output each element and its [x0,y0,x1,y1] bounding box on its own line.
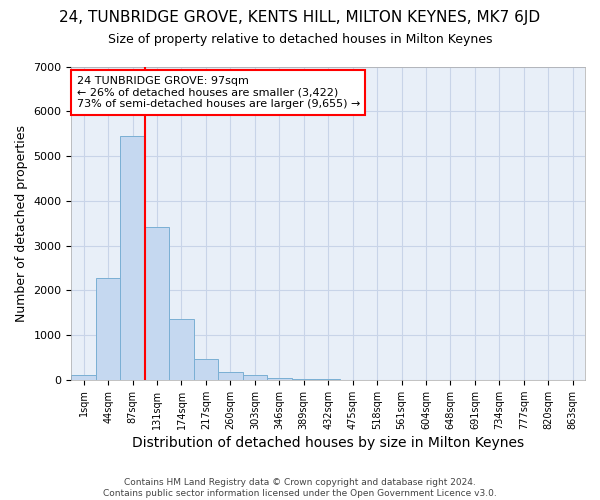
Bar [96,278,121,380]
Text: Size of property relative to detached houses in Milton Keynes: Size of property relative to detached ho… [108,32,492,46]
X-axis label: Distribution of detached houses by size in Milton Keynes: Distribution of detached houses by size … [132,436,524,450]
Bar [267,378,292,380]
Text: Contains HM Land Registry data © Crown copyright and database right 2024.
Contai: Contains HM Land Registry data © Crown c… [103,478,497,498]
Y-axis label: Number of detached properties: Number of detached properties [15,124,28,322]
Bar [218,372,242,380]
Bar [121,136,145,380]
Bar [194,359,218,380]
Bar [242,376,267,380]
Bar [145,226,169,380]
Bar [71,376,96,380]
Text: 24, TUNBRIDGE GROVE, KENTS HILL, MILTON KEYNES, MK7 6JD: 24, TUNBRIDGE GROVE, KENTS HILL, MILTON … [59,10,541,25]
Text: 24 TUNBRIDGE GROVE: 97sqm
← 26% of detached houses are smaller (3,422)
73% of se: 24 TUNBRIDGE GROVE: 97sqm ← 26% of detac… [77,76,360,109]
Bar [292,378,316,380]
Bar [169,320,194,380]
